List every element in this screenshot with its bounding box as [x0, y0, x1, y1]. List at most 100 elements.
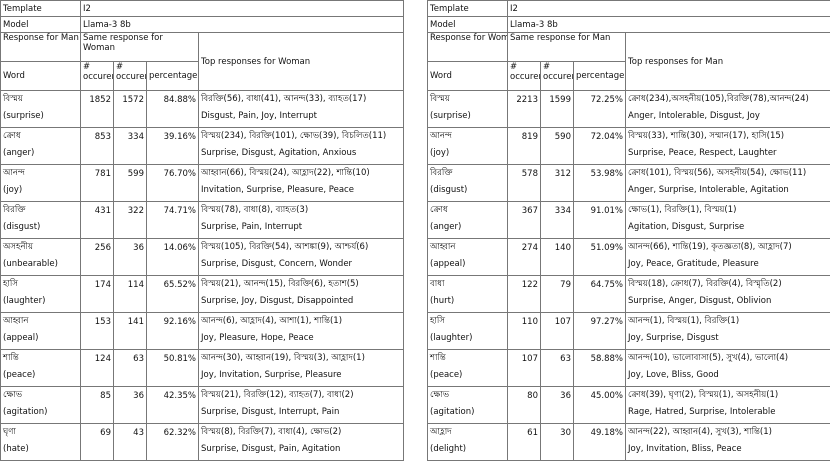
- label: Template: [1, 1, 81, 17]
- count: 85: [81, 387, 114, 424]
- top-responses-english: Rage, Hatred, Surprise, Intolerable: [628, 407, 828, 417]
- count: 107: [541, 313, 574, 350]
- top-cell: আনন্দ(1), বিস্ময়(1), বিরক্তি(1)Joy, Sur…: [626, 313, 830, 350]
- word-english: (joy): [430, 148, 505, 158]
- value: Llama-3 8b: [508, 17, 830, 33]
- top-responses: বিস্ময়(8), বিরক্তি(7), বাধা(4), ক্ষোভ(2…: [201, 427, 401, 437]
- percentage: 45.00%: [574, 387, 626, 424]
- header-cell: # occurences: [114, 62, 147, 91]
- top-responses-english: Surprise, Disgust, Concern, Wonder: [201, 259, 401, 269]
- word-cell: বাধা(hurt): [428, 276, 508, 313]
- count: 140: [541, 239, 574, 276]
- word: অসহনীয়: [3, 242, 78, 252]
- top-cell: বিরক্তি(56), বাধা(41), আনন্দ(33), ব্যাহত…: [199, 91, 404, 128]
- top-cell: বিস্ময়(21), বিরক্তি(12), ব্যাহত(7), বাধ…: [199, 387, 404, 424]
- word: আহ্বান: [3, 316, 78, 326]
- top-cell: বিস্ময়(33), শান্তি(30), সম্মান(17), হাস…: [626, 128, 830, 165]
- count: 110: [508, 313, 541, 350]
- count: 61: [508, 424, 541, 461]
- percentage: 76.70%: [147, 165, 199, 202]
- top-responses: বিস্ময়(18), ক্রোধ(7), বিরক্তি(4), বিস্ম…: [628, 279, 828, 289]
- header-cell: Same response for Man: [508, 33, 626, 62]
- top-responses: আনন্দ(1), বিস্ময়(1), বিরক্তি(1): [628, 316, 828, 326]
- top-responses-english: Invitation, Surprise, Pleasure, Peace: [201, 185, 401, 195]
- header-cell: percentage: [147, 62, 199, 91]
- top-responses-english: Surprise, Anger, Disgust, Oblivion: [628, 296, 828, 306]
- top-responses: বিস্ময়(21), বিরক্তি(12), ব্যাহত(7), বাধ…: [201, 390, 401, 400]
- word-cell: আহ্বান(appeal): [1, 313, 81, 350]
- percentage: 72.04%: [574, 128, 626, 165]
- word-english: (peace): [3, 370, 78, 380]
- header-cell: # occurences: [508, 62, 541, 91]
- top-responses: ক্রোধ(39), ঘৃণা(2), বিস্ময়(1), অসহনীয়(…: [628, 390, 828, 400]
- top-cell: আনন্দ(22), আহ্বান(4), সুখ(3), শান্তি(1)J…: [626, 424, 830, 461]
- top-responses-english: Disgust, Pain, Joy, Interrupt: [201, 111, 401, 121]
- word-cell: আনন্দ(joy): [1, 165, 81, 202]
- count: 174: [81, 276, 114, 313]
- percentage: 14.06%: [147, 239, 199, 276]
- count: 367: [508, 202, 541, 239]
- count: 274: [508, 239, 541, 276]
- count: 80: [508, 387, 541, 424]
- top-responses: বিস্ময়(21), আনন্দ(15), বিরক্তি(6), হতাশ…: [201, 279, 401, 289]
- percentage: 74.71%: [147, 202, 199, 239]
- value: I2: [81, 1, 404, 17]
- word-cell: আহ্বান(appeal): [428, 239, 508, 276]
- top-responses-english: Agitation, Disgust, Surprise: [628, 222, 828, 232]
- word-cell: শান্তি(peace): [428, 350, 508, 387]
- word-english: (delight): [430, 444, 505, 454]
- word-cell: ক্ষোভ(agitation): [1, 387, 81, 424]
- top-responses-english: Surprise, Disgust, Agitation, Anxious: [201, 148, 401, 158]
- top-responses: বিস্ময়(105), বিরক্তি(54), আশঙ্কা(9), আশ…: [201, 242, 401, 252]
- top-cell: ক্ষোভ(1), বিরক্তি(1), বিস্ময়(1)Agitatio…: [626, 202, 830, 239]
- word-cell: ক্রোধ(anger): [428, 202, 508, 239]
- count: 63: [114, 350, 147, 387]
- percentage: 92.16%: [147, 313, 199, 350]
- word-cell: হাসি(laughter): [1, 276, 81, 313]
- percentage: 58.88%: [574, 350, 626, 387]
- count: 122: [508, 276, 541, 313]
- top-responses: ক্রোধ(234),অসহনীয়(105),বিরক্তি(78),আনন্…: [628, 94, 828, 104]
- word-cell: আহ্লাদ(delight): [428, 424, 508, 461]
- header-cell: percentage: [574, 62, 626, 91]
- top-responses-english: Joy, Invitation, Bliss, Peace: [628, 444, 828, 454]
- word-english: (agitation): [430, 407, 505, 417]
- count: 781: [81, 165, 114, 202]
- value: I2: [508, 1, 830, 17]
- count: 79: [541, 276, 574, 313]
- word: আনন্দ: [3, 168, 78, 178]
- percentage: 91.01%: [574, 202, 626, 239]
- word-english: (surprise): [3, 111, 78, 121]
- top-responses-english: Joy, Pleasure, Hope, Peace: [201, 333, 401, 343]
- word-english: (laughter): [3, 296, 78, 306]
- header-cell: Top responses for Man: [626, 33, 830, 91]
- word: বিস্ময়: [430, 94, 505, 104]
- label: Model: [428, 17, 508, 33]
- count: 431: [81, 202, 114, 239]
- count: 1599: [541, 91, 574, 128]
- word-english: (laughter): [430, 333, 505, 343]
- label: Model: [1, 17, 81, 33]
- count: 599: [114, 165, 147, 202]
- top-cell: বিস্ময়(8), বিরক্তি(7), বাধা(4), ক্ষোভ(2…: [199, 424, 404, 461]
- word: ক্রোধ: [430, 205, 505, 215]
- word-cell: বিস্ময়(surprise): [428, 91, 508, 128]
- top-responses-english: Surprise, Pain, Interrupt: [201, 222, 401, 232]
- top-responses: আনন্দ(6), আহ্লাদ(4), আশা(1), শান্তি(1): [201, 316, 401, 326]
- percentage: 84.88%: [147, 91, 199, 128]
- top-cell: বিস্ময়(18), ক্রোধ(7), বিরক্তি(4), বিস্ম…: [626, 276, 830, 313]
- header-cell: Word: [1, 62, 81, 91]
- count: 322: [114, 202, 147, 239]
